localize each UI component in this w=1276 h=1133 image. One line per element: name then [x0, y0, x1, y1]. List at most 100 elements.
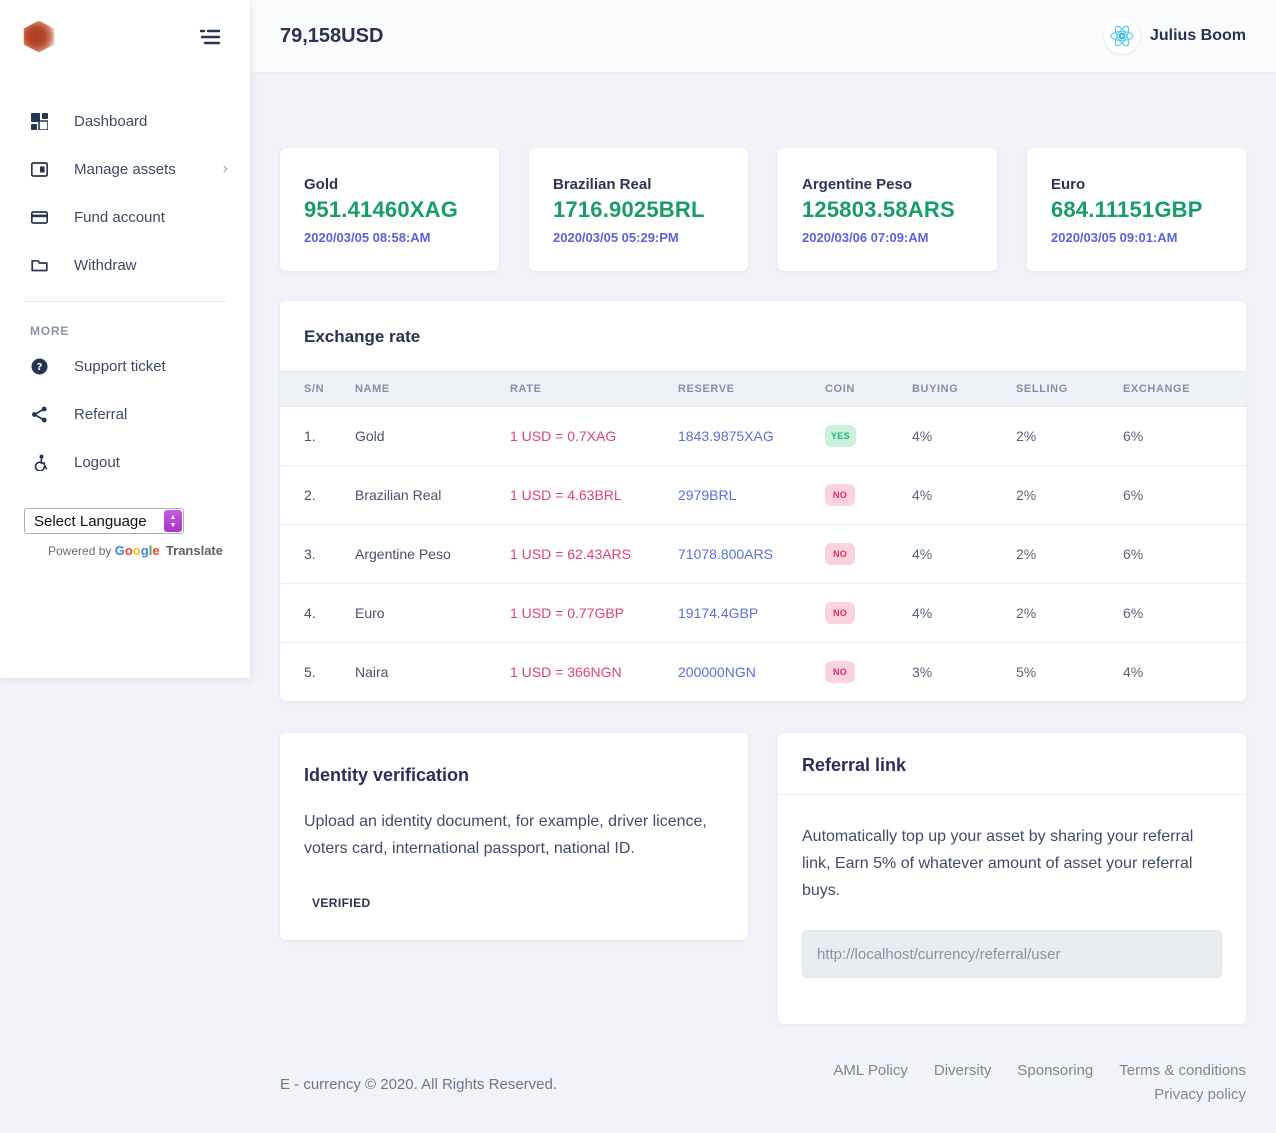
stat-card-argentine-peso: Argentine Peso 125803.58ARS 2020/03/06 0… [778, 148, 997, 271]
cell-selling: 2% [1016, 406, 1123, 466]
topbar: 79,158USD Julius Boom [250, 0, 1276, 73]
cell-buying: 4% [912, 583, 1016, 643]
sidebar-item-label: Manage assets [74, 160, 176, 178]
identity-verification-card: Identity verification Upload an identity… [280, 733, 748, 940]
cell-name: Brazilian Real [355, 465, 510, 525]
stat-title: Euro [1051, 176, 1086, 193]
footer-link-aml-policy[interactable]: AML Policy [833, 1062, 908, 1079]
coin-badge: NO [825, 484, 855, 506]
avatar [1103, 18, 1140, 54]
sidebar-section-title: MORE [30, 324, 70, 338]
cell-buying: 4% [912, 406, 1016, 466]
cell-buying: 4% [912, 465, 1016, 525]
cell-sn: 4. [280, 583, 355, 643]
brand-logo [23, 20, 55, 53]
svg-text:?: ? [36, 362, 42, 373]
stat-title: Brazilian Real [553, 176, 652, 193]
stat-value: 951.41460XAG [304, 197, 459, 222]
stat-timestamp: 2020/03/05 09:01:AM [1051, 230, 1178, 245]
sidebar-item-fund-account[interactable]: Fund account [0, 193, 250, 241]
stat-value: 684.11151GBP [1051, 197, 1203, 222]
col-header-reserve: RESERVE [678, 371, 825, 407]
grid-icon [30, 112, 48, 130]
sidebar-item-withdraw[interactable]: Withdraw [0, 241, 250, 289]
sidebar-item-label: Referral [74, 405, 128, 423]
language-select[interactable]: Select Language ▲ ▼ [24, 508, 184, 534]
coin-badge: NO [825, 602, 855, 624]
stat-value: 125803.58ARS [802, 197, 955, 222]
cell-rate: 1 USD = 0.77GBP [510, 583, 678, 643]
col-header-exchange: EXCHANGE [1123, 371, 1246, 407]
exchange-rate-table: S/N NAME RATE RESERVE COIN BUYING SELLIN… [280, 371, 1246, 701]
cell-name: Argentine Peso [355, 524, 510, 584]
accessibility-icon [30, 453, 48, 471]
footer-link-privacy-policy[interactable]: Privacy policy [1154, 1086, 1246, 1103]
select-stepper-icon: ▲ ▼ [164, 510, 182, 532]
stat-cards-row: Gold 951.41460XAG 2020/03/05 08:58:AM Br… [280, 148, 1246, 271]
cell-sn: 5. [304, 664, 316, 680]
stat-card-gold: Gold 951.41460XAG 2020/03/05 08:58:AM [280, 148, 499, 271]
sidebar-item-label: Dashboard [74, 112, 148, 130]
cell-rate: 1 USD = 4.63BRL [510, 465, 678, 525]
cell-selling: 5% [1016, 664, 1037, 680]
question-circle-icon: ? [30, 357, 48, 375]
col-header-rate: RATE [510, 371, 678, 407]
col-header-buying: BUYING [912, 371, 1016, 407]
chevron-right-icon: › [222, 160, 228, 177]
sidebar-item-support-ticket[interactable]: ? Support ticket [0, 342, 250, 390]
sidebar-toggle-button[interactable] [194, 21, 226, 53]
cell-rate: 1 USD = 62.43ARS [510, 524, 678, 584]
footer-link-sponsoring[interactable]: Sponsoring [1017, 1062, 1094, 1079]
sidebar-item-label: Withdraw [74, 256, 137, 274]
cell-selling: 2% [1016, 465, 1123, 525]
table-header-row: S/N NAME RATE RESERVE COIN BUYING SELLIN… [280, 371, 1246, 407]
user-menu[interactable]: Julius Boom [1103, 18, 1246, 54]
sidebar-item-manage-assets[interactable]: Manage assets › [0, 145, 250, 193]
footer: E - currency © 2020. All Rights Reserved… [280, 1062, 1246, 1133]
identity-verification-text: Upload an identity document, for example… [304, 813, 707, 857]
stat-timestamp: 2020/03/06 07:09:AM [802, 230, 929, 245]
sidebar-item-dashboard[interactable]: Dashboard [0, 97, 250, 145]
verified-button[interactable]: VERIFIED [312, 896, 371, 910]
col-header-coin: COIN [825, 371, 912, 407]
col-header-sn: S/N [280, 371, 355, 407]
table-row: 4. Euro 1 USD = 0.77GBP 19174.4GBP NO 4%… [280, 583, 1246, 643]
stat-card-brazilian-real: Brazilian Real 1716.9025BRL 2020/03/05 0… [529, 148, 748, 271]
stat-timestamp: 2020/03/05 05:29:PM [553, 230, 679, 245]
cell-exchange: 6% [1123, 406, 1246, 466]
cell-reserve: 1843.9875XAG [678, 406, 825, 466]
stat-title: Argentine Peso [802, 176, 913, 193]
footer-link-terms[interactable]: Terms & conditions [1119, 1062, 1246, 1079]
share-icon [30, 405, 48, 423]
translate-label: Translate [165, 543, 223, 558]
exchange-rate-panel: Exchange rate S/N NAME RATE RESERVE COIN… [280, 301, 1246, 701]
cell-reserve: 200000NGN [678, 664, 756, 680]
table-row: 5. Naira 1 USD = 366NGN 200000NGN NO 3% … [280, 643, 1246, 702]
footer-link-diversity[interactable]: Diversity [933, 1062, 992, 1079]
referral-link-title: Referral link [802, 755, 907, 775]
coin-badge: NO [825, 543, 855, 565]
referral-link-card: Referral link Automatically top up your … [778, 733, 1246, 1024]
vault-icon [30, 160, 48, 178]
copyright-text: E - currency © 2020. All Rights Reserved… [280, 1076, 558, 1093]
react-logo-icon [1109, 23, 1135, 49]
cell-name: Naira [355, 664, 389, 680]
cell-reserve: 19174.4GBP [678, 583, 825, 643]
google-translate-attribution: Powered by Google Translate [48, 543, 250, 558]
cell-exchange: 6% [1123, 524, 1246, 584]
cell-rate: 1 USD = 366NGN [510, 664, 622, 680]
folder-icon [30, 256, 48, 274]
referral-link-text: Automatically top up your asset by shari… [802, 828, 1194, 899]
cell-selling: 2% [1016, 524, 1123, 584]
sidebar-item-referral[interactable]: Referral [0, 390, 250, 438]
cell-buying: 4% [912, 524, 1016, 584]
stat-value: 1716.9025BRL [553, 197, 705, 222]
sidebar-item-logout[interactable]: Logout [0, 438, 250, 486]
account-balance: 79,158USD [280, 24, 384, 47]
language-select-value: Select Language [34, 512, 147, 530]
cell-buying: 3% [912, 664, 933, 680]
cell-exchange: 6% [1123, 583, 1246, 643]
coin-badge: YES [825, 425, 856, 447]
cell-name: Gold [355, 406, 510, 466]
referral-link-input[interactable] [802, 930, 1222, 978]
